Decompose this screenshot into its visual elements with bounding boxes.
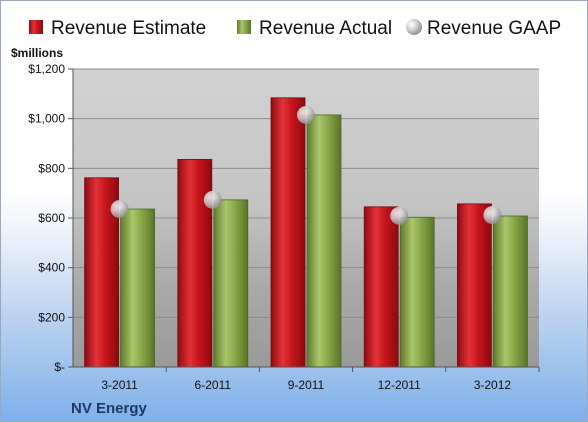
y-tick-label: $1,200 [28,62,65,76]
unit-label: $millions [11,46,63,60]
bar-revenue-estimate [456,203,492,368]
y-tick-label: $1,000 [28,112,65,126]
legend-label-estimate: Revenue Estimate [51,18,206,39]
bar-revenue-estimate [270,97,306,368]
legend-label-gaap: Revenue GAAP [427,18,561,39]
bar-revenue-actual [120,208,155,368]
bar-revenue-actual [399,216,435,368]
legend-swatch-estimate [29,20,43,34]
y-tick-label: $400 [38,261,65,275]
marker-revenue-gaap [390,206,409,225]
legend-swatch-actual [237,20,251,34]
legend: Revenue Estimate Revenue Actual Revenue … [29,18,561,39]
x-tick-label: 3-2011 [101,378,138,392]
y-tick-label: $600 [38,211,65,225]
marker-revenue-gaap [110,200,129,219]
bar-revenue-estimate [177,158,213,368]
x-tick-label: 9-2011 [288,378,325,392]
bar-revenue-actual [492,215,528,368]
marker-revenue-gaap [483,206,502,225]
y-tick-label: $800 [38,161,65,175]
bar-revenue-actual [213,199,249,368]
x-tick-label: 3-2012 [474,378,512,392]
company-name: NV Energy [71,400,148,417]
bar-revenue-estimate [363,206,399,368]
x-tick-label: 12-2011 [378,378,421,392]
legend-label-actual: Revenue Actual [259,18,392,39]
legend-swatch-gaap [406,19,422,35]
bar-revenue-actual [306,114,342,368]
x-tick-label: 6-2011 [195,378,232,392]
y-tick-label: $- [54,360,65,374]
marker-revenue-gaap [297,105,315,124]
marker-revenue-gaap [203,190,222,209]
y-tick-label: $200 [38,310,65,324]
